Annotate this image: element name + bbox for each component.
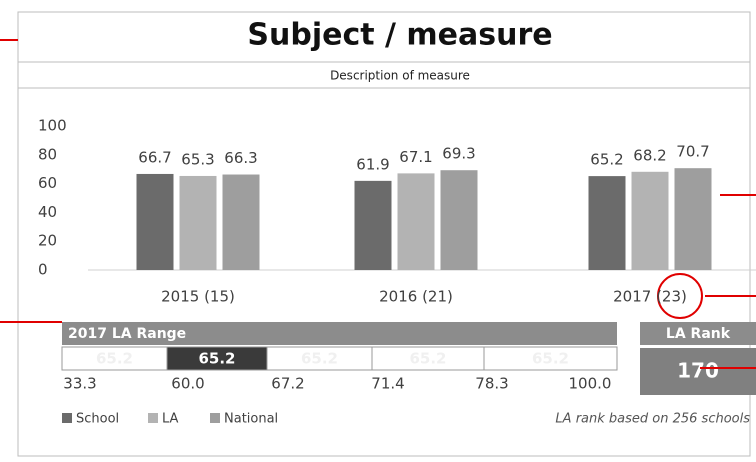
y-tick-label: 40 — [38, 203, 57, 221]
legend-label: LA — [162, 412, 179, 427]
bar — [397, 173, 435, 270]
range-cell-label: 65.2 — [301, 350, 338, 368]
x-tick-label: 2016 (21) — [379, 288, 453, 306]
subtitle: Description of measure — [330, 69, 470, 83]
range-bound-label: 71.4 — [371, 375, 404, 393]
rank-note: LA rank based on 256 schools — [555, 412, 750, 427]
bar — [631, 171, 669, 270]
bar — [674, 168, 712, 270]
data-label: 69.3 — [442, 145, 475, 163]
range-bound-label: 67.2 — [271, 375, 304, 393]
range-header — [62, 322, 617, 345]
data-label: 66.7 — [138, 148, 171, 166]
bar — [440, 170, 478, 270]
range-cell-label: 65.2 — [96, 350, 133, 368]
legend-swatch — [62, 413, 72, 423]
range-cell-label: 65.2 — [198, 350, 235, 368]
range-cell-label: 65.2 — [409, 350, 446, 368]
data-label: 61.9 — [356, 155, 389, 173]
rank-value: 170 — [677, 359, 719, 383]
y-tick-label: 80 — [38, 145, 57, 163]
data-label: 68.2 — [633, 146, 666, 164]
range-cell — [483, 346, 618, 371]
data-label: 70.7 — [676, 143, 709, 161]
bar — [136, 173, 174, 270]
rank-header — [640, 322, 756, 345]
range-bound-label: 33.3 — [63, 375, 96, 393]
chart-title: Subject / measure — [247, 18, 552, 53]
data-label: 67.1 — [399, 148, 432, 166]
bar — [354, 180, 392, 270]
bar — [222, 174, 260, 270]
x-tick-label: 2017 (23) — [613, 288, 687, 306]
data-label: 65.3 — [181, 150, 214, 168]
y-tick-label: 0 — [38, 261, 48, 279]
legend-swatch — [210, 413, 220, 423]
range-title: 2017 LA Range — [68, 326, 186, 342]
annotations — [0, 39, 756, 369]
legend-label: School — [76, 412, 119, 427]
range-bound-label: 100.0 — [569, 375, 612, 393]
y-tick-label: 100 — [38, 117, 67, 135]
data-label: 66.3 — [224, 149, 257, 167]
x-tick-label: 2015 (15) — [161, 288, 235, 306]
rank-title: LA Rank — [666, 326, 731, 342]
legend-swatch — [148, 413, 158, 423]
legend-label: National — [224, 412, 278, 427]
range-bound-label: 78.3 — [475, 375, 508, 393]
data-label: 65.2 — [590, 151, 623, 169]
rank-box — [640, 348, 756, 395]
bar — [588, 176, 626, 270]
y-tick-label: 20 — [38, 232, 57, 250]
range-cell-label: 65.2 — [532, 350, 569, 368]
bar — [179, 175, 217, 270]
range-bound-label: 60.0 — [171, 375, 204, 393]
y-tick-label: 60 — [38, 174, 57, 192]
